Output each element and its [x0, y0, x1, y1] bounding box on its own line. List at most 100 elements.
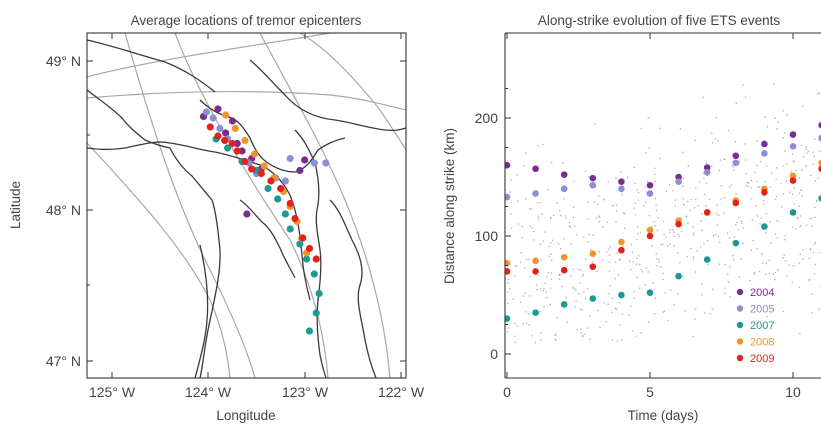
- tremor-dot: [792, 265, 795, 267]
- tremor-dot: [507, 282, 509, 284]
- tremor-dot: [587, 201, 589, 203]
- lon-tick-124: 124° W: [185, 384, 232, 400]
- tremor-dot: [755, 205, 758, 207]
- legend-label-2008: 2008: [750, 337, 774, 349]
- ts-x-tick-label: 5: [646, 384, 654, 400]
- tremor-dot: [598, 215, 600, 217]
- tremor-dot: [548, 255, 550, 257]
- ets-point-2009: [761, 189, 768, 196]
- tremor-dot: [568, 221, 570, 224]
- tremor-dot: [630, 244, 633, 246]
- tremor-dot: [582, 335, 584, 337]
- tremor-dot: [585, 298, 587, 300]
- tremor-dot: [647, 321, 650, 323]
- tremor-dot: [758, 270, 761, 273]
- ets-point-2009: [703, 209, 711, 216]
- tremor-dot: [560, 247, 562, 250]
- ts-title: Along-strike evolution of five ETS event…: [538, 13, 781, 28]
- tremor-dot: [673, 245, 676, 247]
- tremor-dot: [669, 229, 671, 231]
- tremor-dot: [629, 260, 631, 263]
- tremor-dot: [762, 200, 765, 202]
- tremor-dot: [550, 278, 553, 280]
- tremor-dot: [777, 121, 779, 123]
- ets-point-2005: [818, 134, 821, 142]
- tremor-dot: [807, 150, 809, 153]
- ets-point-2004: [703, 164, 711, 171]
- tremor-dot: [677, 234, 679, 236]
- tremor-dot: [819, 252, 821, 254]
- epicenter-point-2008: [231, 124, 239, 133]
- tremor-dot: [559, 210, 561, 212]
- tremor-dot: [703, 243, 705, 245]
- tremor-dot: [695, 308, 697, 310]
- ets-point-2009: [560, 266, 568, 274]
- tremor-dot: [774, 233, 777, 235]
- tremor-dot: [750, 187, 753, 189]
- tremor-dot: [695, 198, 697, 201]
- tremor-dot: [565, 296, 567, 299]
- epicenter-point-2007: [310, 270, 318, 278]
- tremor-dot: [782, 110, 784, 112]
- tremor-dot: [733, 169, 735, 171]
- tremor-dot: [798, 177, 801, 179]
- tremor-dot: [615, 308, 618, 311]
- ets-point-2007: [789, 209, 797, 216]
- ets-point-2009: [532, 268, 539, 275]
- tremor-dot: [793, 203, 796, 205]
- tremor-dot: [572, 287, 574, 289]
- tremor-dot: [662, 278, 664, 280]
- tremor-dot: [655, 252, 657, 255]
- tremor-dot: [801, 169, 803, 171]
- tremor-dot: [756, 164, 758, 167]
- tremor-dot: [656, 229, 659, 232]
- tremor-dot: [701, 229, 703, 232]
- tremor-dot: [782, 310, 784, 312]
- epicenter-point-2005: [286, 154, 294, 163]
- ets-point-2005: [618, 185, 625, 193]
- tremor-dot: [550, 217, 552, 220]
- tremor-dot: [554, 333, 556, 336]
- ets-point-2009: [675, 220, 682, 228]
- tremor-dot: [618, 301, 620, 304]
- tremor-dot: [676, 293, 679, 295]
- tremor-dot: [751, 198, 753, 200]
- tremor-dot: [509, 288, 511, 290]
- tremor-dot: [686, 255, 689, 258]
- epicenter-point-2007: [274, 195, 282, 203]
- tremor-dot: [637, 199, 640, 201]
- tremor-dot: [811, 312, 813, 314]
- epicenter-point-2007: [315, 289, 323, 298]
- tremor-dot: [782, 165, 784, 167]
- tremor-dot: [524, 292, 526, 294]
- tremor-dot: [674, 199, 677, 201]
- tremor-dot: [648, 215, 651, 217]
- tremor-dot: [747, 182, 750, 184]
- tremor-dot: [744, 159, 747, 161]
- epicenter-point-2009: [267, 177, 275, 185]
- tremor-dot: [689, 209, 691, 212]
- tremor-dot: [531, 335, 533, 337]
- tremor-dot: [695, 187, 697, 189]
- tremor-dot: [680, 217, 683, 219]
- tremor-dot: [588, 233, 590, 236]
- tremor-dot: [587, 288, 589, 290]
- tremor-dot: [694, 139, 697, 142]
- tremor-dot: [579, 308, 582, 310]
- epicenter-point-2007: [281, 210, 289, 218]
- tremor-dot: [525, 311, 527, 313]
- epicenter-point-2008: [241, 136, 249, 145]
- epicenter-point-2009: [257, 169, 265, 178]
- tremor-dot: [611, 297, 614, 300]
- tremor-dot: [624, 227, 626, 230]
- tremor-dot: [774, 271, 776, 274]
- tremor-dot: [654, 167, 656, 170]
- tremor-dot: [808, 278, 810, 281]
- tremor-dot: [621, 313, 624, 315]
- tremor-dot: [738, 160, 741, 162]
- tremor-dot: [549, 216, 552, 219]
- tremor-dot: [687, 200, 689, 203]
- tremor-dot: [514, 335, 516, 337]
- tremor-dot: [789, 191, 791, 193]
- tremor-dot: [735, 224, 737, 226]
